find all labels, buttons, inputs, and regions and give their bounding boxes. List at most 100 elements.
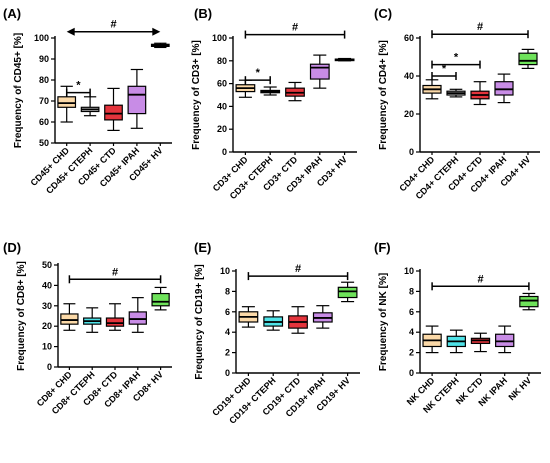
panel-label: (D) [3,240,21,255]
box-nk-ipah [495,325,515,354]
y-tick-label: 100 [34,33,49,43]
box-nk-ctd [470,332,491,353]
y-tick-label: 20 [217,124,227,134]
y-tick-label: 80 [217,56,227,66]
box-nk-hv [519,292,539,311]
box-cd45-chd [57,85,77,123]
significance-star: * [431,52,481,69]
box-iqr [57,96,77,108]
box-iqr [495,333,515,348]
panel-d: (D)Frequency of CD8+ [%] 01020304050CD8+ … [3,240,172,416]
box-cd45-ctd [104,87,123,131]
box-cd8-cteph [83,307,102,333]
significance-star: * [431,63,457,80]
y-tick-label: 10 [404,266,414,276]
y-tick-label: 50 [39,138,49,148]
significance-hash: # [431,21,529,39]
y-axis-label: Frequency of CD45+ [%] [13,33,24,148]
box-iqr [105,317,125,327]
significance-label: # [477,21,483,33]
y-tick-label: 8 [225,286,230,296]
significance-label: # [112,266,118,278]
y-axis-label: Frequency of CD8+ [%] [16,261,27,371]
y-tick-label: 40 [404,71,414,81]
significance-star: * [65,80,91,97]
y-tick-label: 4 [409,327,414,337]
category-label: NK HV [506,375,533,402]
significance-label: * [442,63,447,75]
box-cd19-cteph [263,310,284,331]
significance-label: # [110,19,116,31]
y-tick-label: 70 [39,96,49,106]
box-cd3-cteph [260,86,281,96]
box-cd19-ctd [288,306,308,334]
box-cd19-chd [238,306,259,328]
box-iqr [519,295,539,308]
significance-label: * [454,52,459,64]
y-tick-label: 40 [42,280,52,290]
box-iqr [60,313,79,325]
y-tick-label: 20 [42,321,52,331]
box-cd45-hv [150,42,170,49]
box-cd8-hv [151,286,170,311]
arrowhead-left [66,27,75,36]
panel-label: (F) [374,240,391,255]
y-tick-label: 6 [409,307,414,317]
box-nk-chd [422,325,442,354]
panel-label: (A) [3,6,21,21]
y-tick-label: 20 [404,109,414,119]
y-axis-label: Frequency of CD4+ [%] [378,40,389,150]
significance-hash: # [68,266,162,284]
y-tick-label: 8 [409,286,414,296]
significance-star: * [244,67,271,85]
y-tick-label: 0 [47,362,52,372]
y-axis-label: Frequency of CD19+ [%] [194,264,205,379]
arrowhead-right [152,27,161,36]
y-tick-label: 0 [409,368,414,378]
y-tick-label: 30 [42,301,52,311]
y-tick-label: 0 [409,147,414,157]
box-cd19-ipah [312,305,333,329]
box-nk-cteph [446,329,466,354]
y-tick-label: 0 [225,368,230,378]
box-cd8-ctd [105,303,125,331]
box-iqr [518,52,538,66]
y-tick-label: 10 [220,266,230,276]
y-tick-label: 80 [39,75,49,85]
significance-hash: # [244,22,346,39]
panel-label: (B) [194,6,212,21]
y-tick-label: 60 [217,79,227,89]
y-tick-label: 0 [222,147,227,157]
box-cd3-ipah [309,54,330,89]
panel-label: (E) [194,240,211,255]
y-tick-label: 4 [225,327,230,337]
y-tick-label: 50 [42,260,52,270]
y-tick-label: 60 [404,33,414,43]
y-axis-label: Frequency of NK [%] [378,273,389,371]
y-tick-label: 2 [409,348,414,358]
significance-label: # [477,273,483,285]
box-iqr [309,63,330,80]
significance-hash: # [66,19,161,36]
box-cd4-ipah [494,73,514,104]
box-cd19-hv [337,281,358,303]
box-iqr [337,286,358,299]
significance-label: # [295,263,301,275]
y-tick-label: 100 [212,33,227,43]
y-tick-label: 40 [217,101,227,111]
box-iqr [151,292,170,307]
panel-b: (B)Frequency of CD3+ [%]020406080100CD3+… [191,6,357,201]
y-axis-label: Frequency of CD3+ [%] [191,40,202,150]
box-cd8-chd [60,303,79,331]
significance-label: * [256,67,261,79]
significance-label: * [76,80,81,92]
significance-label: # [292,22,298,34]
y-tick-label: 90 [39,54,49,64]
significance-hash: # [431,273,530,291]
y-tick-label: 60 [39,117,49,127]
panel-label: (C) [374,6,392,21]
